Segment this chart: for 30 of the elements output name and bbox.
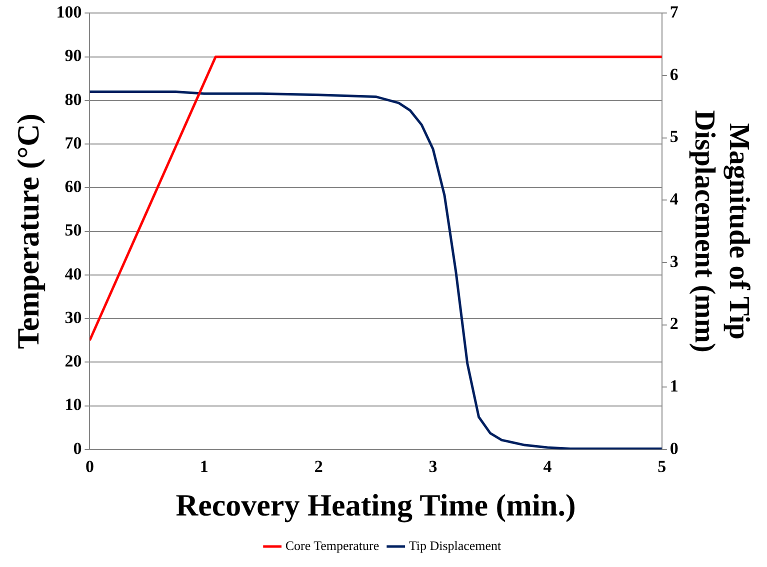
y-tick-label: 100 — [56, 2, 82, 22]
y-tick-label: 10 — [64, 395, 82, 414]
y2-tick-label: 5 — [670, 127, 678, 146]
y2-tick-label: 0 — [670, 438, 678, 458]
y-tick-label: 50 — [64, 220, 82, 240]
y-tick-label: 0 — [73, 438, 82, 458]
y-axis-title: Temperature (°C) — [10, 114, 46, 349]
y-tick-label: 20 — [64, 352, 82, 371]
y-tick-label: 90 — [64, 46, 82, 66]
y2-tick-label: 7 — [670, 2, 679, 22]
y2-tick-label: 1 — [670, 376, 678, 396]
y2-tick-label: 3 — [670, 252, 678, 271]
x-tick-label: 4 — [543, 456, 552, 476]
y2-tick-label: 6 — [670, 64, 678, 84]
x-tick-label: 2 — [314, 456, 323, 476]
y-tick-label: 70 — [64, 133, 82, 152]
x-tick-label: 1 — [200, 456, 208, 476]
legend-label: Tip Displacement — [408, 538, 502, 553]
x-tick-label: 5 — [658, 456, 666, 476]
x-tick-label: 3 — [428, 456, 438, 476]
legend-label: Core Temperature — [285, 538, 380, 553]
y-tick-label: 60 — [64, 177, 82, 196]
x-axis-title: Recovery Heating Time (min.) — [176, 487, 576, 522]
x-tick-label: 0 — [85, 456, 94, 476]
y2-axis-title: Magnitude of Tip Displacement (mm) — [688, 110, 756, 353]
y2-tick-label: 2 — [670, 314, 678, 334]
y2-tick-label: 4 — [670, 190, 679, 209]
y-tick-label: 80 — [64, 90, 82, 109]
y-tick-label: 40 — [64, 264, 82, 284]
y-tick-label: 30 — [64, 308, 82, 327]
